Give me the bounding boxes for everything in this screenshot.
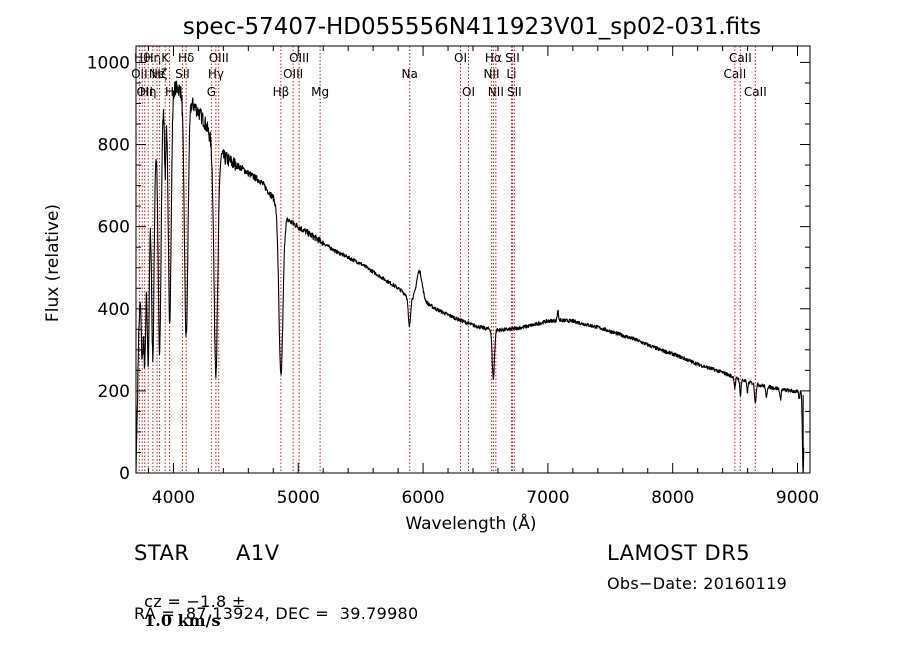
redshift-prefix: cz = −1.8 ±	[144, 592, 246, 611]
x-tick-label-5: 9000	[776, 488, 819, 508]
marker-label-22: Hα	[485, 51, 502, 65]
class-label: STAR	[134, 541, 190, 565]
y-axis-label: Flux (relative)	[43, 204, 63, 322]
redshift-value: 1.0 km/s	[144, 611, 221, 630]
y-tick-label-5: 1000	[87, 53, 130, 73]
spectrum-plot	[135, 80, 805, 474]
marker-label-5: Ne	[149, 67, 165, 81]
marker-label-4: Hη	[145, 51, 162, 65]
marker-label-9: SII	[175, 67, 190, 81]
marker-label-2: OII	[136, 85, 153, 99]
marker-label-3: Hη	[140, 85, 157, 99]
marker-label-19: OI	[454, 51, 467, 65]
x-axis-label: Wavelength (Å)	[405, 512, 536, 534]
marker-label-0: OII	[131, 67, 148, 81]
coordinates: RA = 87.13924, DEC = 39.79980	[134, 604, 419, 623]
marker-label-17: Mg	[311, 85, 329, 99]
marker-label-29: CaII	[744, 85, 767, 99]
marker-label-14: Hβ	[273, 85, 290, 99]
y-tick-label-4: 800	[98, 136, 130, 156]
marker-label-6: Hζ	[152, 67, 168, 81]
line-markers: OIIHθOIIHηHηNeHζKHSIIHδGHγOIIIHβOIIIOIII…	[131, 46, 767, 473]
marker-label-28: CaII	[729, 51, 752, 65]
x-tick-label-0: 4000	[152, 488, 195, 508]
marker-label-16: OIII	[289, 51, 309, 65]
x-tick-label-4: 8000	[651, 488, 694, 508]
marker-label-21: NII	[483, 67, 499, 81]
marker-label-8: H	[165, 85, 174, 99]
x-tick-label-2: 6000	[401, 488, 444, 508]
chart-title: spec-57407-HD055556N411923V01_sp02-031.f…	[183, 14, 761, 40]
subclass-label: A1V	[236, 541, 280, 565]
marker-label-18: Na	[402, 67, 418, 81]
y-tick-label-2: 400	[98, 300, 130, 320]
obs-date: Obs−Date: 20160119	[607, 574, 788, 593]
marker-label-7: K	[161, 51, 170, 65]
survey-label: LAMOST DR5	[607, 541, 751, 565]
redshift-line: cz = −1.8 ± 1.0 km/s	[134, 573, 246, 630]
x-tick-label-3: 7000	[526, 488, 569, 508]
plot-frame	[135, 45, 811, 474]
y-tick-label-3: 600	[98, 218, 130, 238]
marker-label-23: NII	[488, 85, 504, 99]
marker-label-20: OI	[462, 85, 475, 99]
marker-label-27: CaII	[723, 67, 746, 81]
y-tick-label-1: 200	[98, 382, 130, 402]
spectrum-line	[135, 80, 805, 474]
marker-label-12: Hγ	[208, 67, 224, 81]
marker-label-1: Hθ	[134, 51, 150, 65]
marker-label-11: G	[207, 85, 216, 99]
marker-label-24: Li	[506, 67, 516, 81]
marker-label-15: OIII	[283, 67, 303, 81]
axes: 4000 5000 6000 7000 8000 9000 0 200 400 600 800 100…	[87, 45, 819, 508]
marker-label-13: OIII	[209, 51, 229, 65]
marker-label-26: SII	[507, 85, 522, 99]
marker-label-25: SII	[505, 51, 520, 65]
y-tick-label-0: 0	[119, 464, 130, 484]
x-tick-label-1: 5000	[277, 488, 320, 508]
marker-label-10: Hδ	[178, 51, 194, 65]
